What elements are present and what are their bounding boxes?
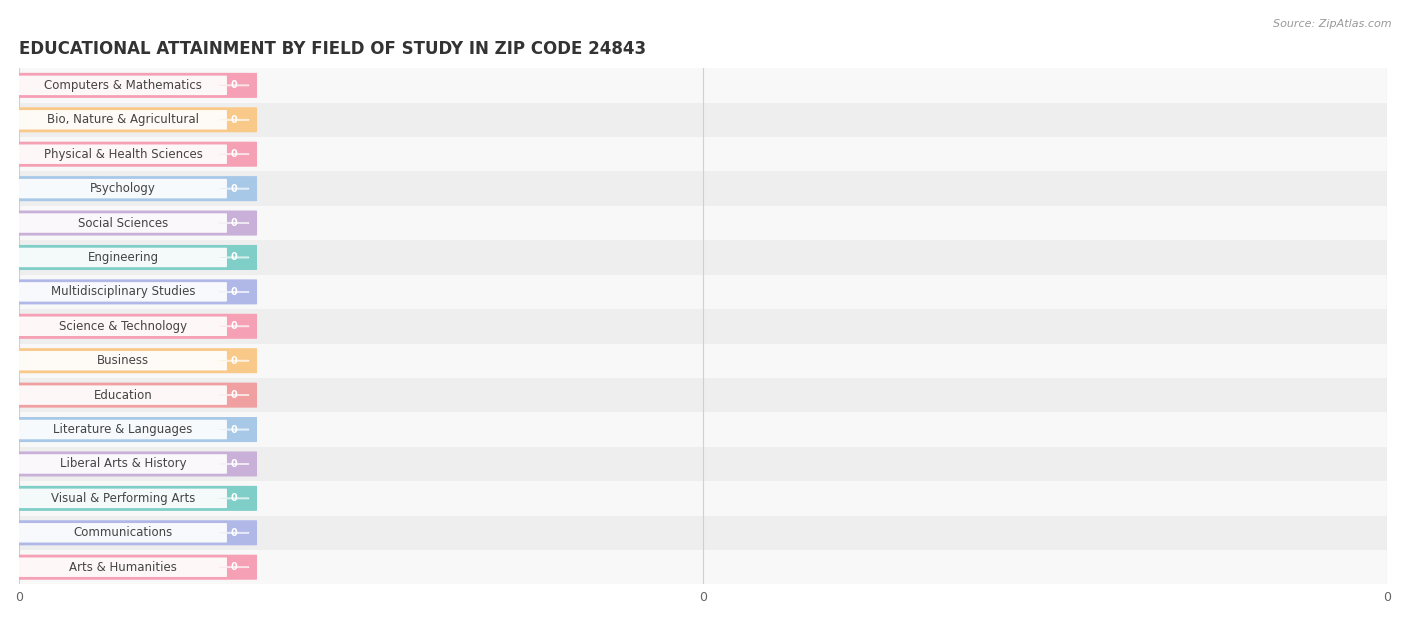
FancyBboxPatch shape xyxy=(219,257,249,258)
FancyBboxPatch shape xyxy=(20,489,226,508)
Text: Communications: Communications xyxy=(73,526,173,539)
FancyBboxPatch shape xyxy=(219,154,249,155)
Text: 0: 0 xyxy=(231,115,238,125)
Text: Psychology: Psychology xyxy=(90,182,156,195)
FancyBboxPatch shape xyxy=(14,73,257,98)
Text: 0: 0 xyxy=(231,184,238,193)
FancyBboxPatch shape xyxy=(219,119,249,120)
Text: 0: 0 xyxy=(231,562,238,572)
FancyBboxPatch shape xyxy=(14,313,257,339)
FancyBboxPatch shape xyxy=(14,417,257,442)
Bar xyxy=(20,171,1386,206)
Text: Bio, Nature & Agricultural: Bio, Nature & Agricultural xyxy=(46,113,200,126)
Text: EDUCATIONAL ATTAINMENT BY FIELD OF STUDY IN ZIP CODE 24843: EDUCATIONAL ATTAINMENT BY FIELD OF STUDY… xyxy=(20,40,647,58)
FancyBboxPatch shape xyxy=(14,348,257,374)
FancyBboxPatch shape xyxy=(20,248,226,267)
FancyBboxPatch shape xyxy=(20,386,226,405)
Text: 0: 0 xyxy=(231,390,238,400)
FancyBboxPatch shape xyxy=(219,532,249,533)
Bar xyxy=(20,516,1386,550)
FancyBboxPatch shape xyxy=(20,282,226,301)
Text: 0: 0 xyxy=(231,149,238,159)
Text: 0: 0 xyxy=(231,528,238,538)
Bar xyxy=(20,206,1386,240)
Text: 0: 0 xyxy=(231,80,238,90)
Bar xyxy=(20,275,1386,309)
FancyBboxPatch shape xyxy=(20,557,226,577)
Bar xyxy=(20,137,1386,171)
FancyBboxPatch shape xyxy=(14,451,257,477)
Text: 0: 0 xyxy=(231,218,238,228)
Bar xyxy=(20,240,1386,275)
FancyBboxPatch shape xyxy=(219,567,249,568)
FancyBboxPatch shape xyxy=(14,176,257,201)
Bar xyxy=(20,447,1386,481)
Text: Physical & Health Sciences: Physical & Health Sciences xyxy=(44,148,202,161)
Bar xyxy=(20,412,1386,447)
Text: Social Sciences: Social Sciences xyxy=(77,217,169,229)
Text: 0: 0 xyxy=(231,459,238,469)
Text: 0: 0 xyxy=(231,425,238,435)
Text: Source: ZipAtlas.com: Source: ZipAtlas.com xyxy=(1274,19,1392,29)
Bar xyxy=(20,68,1386,102)
FancyBboxPatch shape xyxy=(14,520,257,545)
FancyBboxPatch shape xyxy=(14,486,257,511)
Text: 0: 0 xyxy=(231,494,238,503)
Text: 0: 0 xyxy=(231,287,238,297)
Text: Visual & Performing Arts: Visual & Performing Arts xyxy=(51,492,195,505)
FancyBboxPatch shape xyxy=(219,498,249,499)
FancyBboxPatch shape xyxy=(20,179,226,198)
Text: Science & Technology: Science & Technology xyxy=(59,320,187,333)
Text: Education: Education xyxy=(94,389,152,401)
FancyBboxPatch shape xyxy=(20,76,226,95)
Bar xyxy=(20,481,1386,516)
FancyBboxPatch shape xyxy=(14,279,257,305)
Text: Computers & Mathematics: Computers & Mathematics xyxy=(44,79,202,92)
FancyBboxPatch shape xyxy=(219,85,249,86)
FancyBboxPatch shape xyxy=(20,523,226,542)
FancyBboxPatch shape xyxy=(219,188,249,189)
FancyBboxPatch shape xyxy=(20,420,226,439)
Text: Multidisciplinary Studies: Multidisciplinary Studies xyxy=(51,286,195,298)
FancyBboxPatch shape xyxy=(219,394,249,396)
Bar xyxy=(20,344,1386,378)
Text: 0: 0 xyxy=(231,252,238,262)
Text: Business: Business xyxy=(97,354,149,367)
FancyBboxPatch shape xyxy=(20,145,226,164)
FancyBboxPatch shape xyxy=(219,429,249,430)
FancyBboxPatch shape xyxy=(14,107,257,132)
Text: 0: 0 xyxy=(231,321,238,331)
Text: Engineering: Engineering xyxy=(87,251,159,264)
FancyBboxPatch shape xyxy=(14,245,257,270)
FancyBboxPatch shape xyxy=(219,463,249,465)
FancyBboxPatch shape xyxy=(14,142,257,167)
FancyBboxPatch shape xyxy=(14,210,257,236)
FancyBboxPatch shape xyxy=(20,351,226,370)
FancyBboxPatch shape xyxy=(219,222,249,224)
Bar xyxy=(20,378,1386,412)
FancyBboxPatch shape xyxy=(219,291,249,293)
FancyBboxPatch shape xyxy=(20,317,226,336)
Text: Liberal Arts & History: Liberal Arts & History xyxy=(59,458,186,470)
Text: Literature & Languages: Literature & Languages xyxy=(53,423,193,436)
FancyBboxPatch shape xyxy=(219,325,249,327)
FancyBboxPatch shape xyxy=(14,555,257,580)
FancyBboxPatch shape xyxy=(20,214,226,233)
FancyBboxPatch shape xyxy=(20,454,226,474)
Bar xyxy=(20,550,1386,585)
Text: Arts & Humanities: Arts & Humanities xyxy=(69,561,177,574)
FancyBboxPatch shape xyxy=(219,360,249,362)
FancyBboxPatch shape xyxy=(20,110,226,130)
FancyBboxPatch shape xyxy=(14,382,257,408)
Bar xyxy=(20,309,1386,344)
Bar xyxy=(20,102,1386,137)
Text: 0: 0 xyxy=(231,356,238,366)
